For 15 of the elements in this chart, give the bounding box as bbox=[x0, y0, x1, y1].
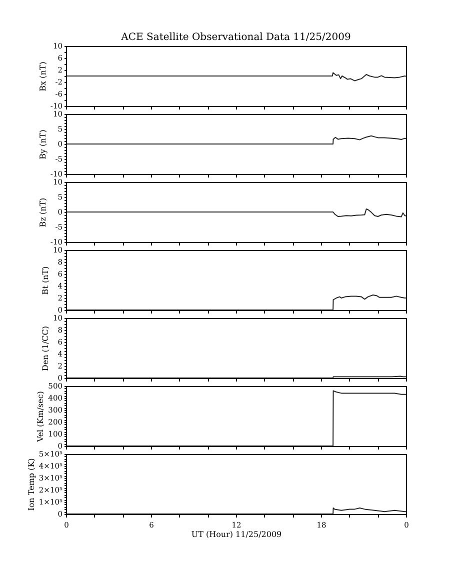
line-series bbox=[66, 135, 406, 144]
x-axis-title: UT (Hour) 11/25/2009 bbox=[191, 530, 282, 539]
y-axis-title: Vel (Km/sec) bbox=[36, 391, 46, 443]
y-axis-title: Bx (nT) bbox=[38, 62, 48, 92]
line-series bbox=[66, 390, 406, 446]
line-series bbox=[66, 508, 406, 514]
y-axis-title: Ion Temp (K) bbox=[26, 458, 36, 511]
chart-title: ACE Satellite Observational Data 11/25/2009 bbox=[120, 32, 351, 43]
line-series bbox=[66, 208, 406, 218]
line-series bbox=[66, 72, 406, 82]
y-axis-title: Bz (nT) bbox=[38, 198, 48, 228]
line-series bbox=[66, 294, 406, 310]
y-axis-title: By (nT) bbox=[38, 130, 48, 160]
y-axis-title: Bt (nT) bbox=[40, 266, 50, 295]
y-axis-title: Den (1/CC) bbox=[40, 326, 50, 372]
